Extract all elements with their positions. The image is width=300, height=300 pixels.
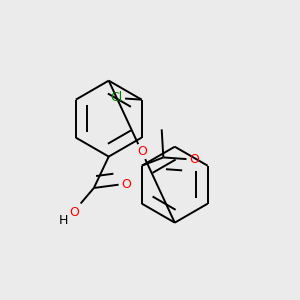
Text: Cl: Cl: [111, 92, 123, 104]
Text: O: O: [121, 178, 131, 191]
Text: O: O: [137, 145, 147, 158]
Text: O: O: [189, 153, 199, 166]
Text: O: O: [69, 206, 79, 219]
Text: H: H: [59, 214, 68, 226]
